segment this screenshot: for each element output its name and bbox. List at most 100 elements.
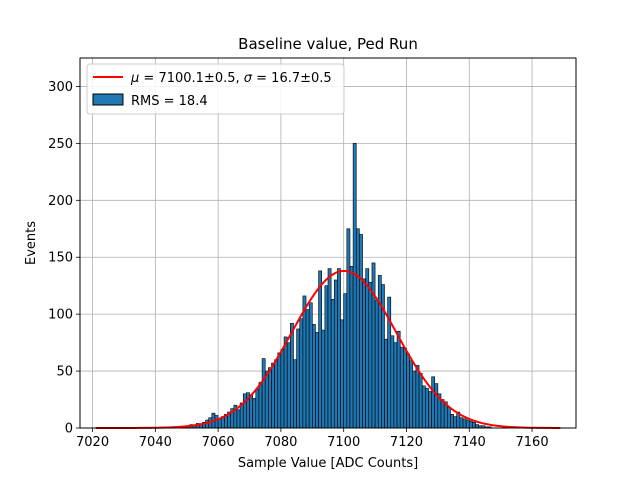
x-tick-label: 7160 (516, 435, 549, 450)
histogram-bar (290, 322, 294, 429)
histogram-bar (425, 387, 429, 429)
legend-hist-swatch (92, 93, 124, 106)
histogram-bar (465, 419, 470, 429)
histogram-bar (359, 234, 363, 429)
histogram-bar (428, 391, 432, 429)
histogram-bar (418, 373, 423, 429)
histogram-bar (330, 299, 335, 429)
histogram-bar (261, 358, 266, 429)
histogram-bar (293, 359, 297, 429)
histogram-bar (236, 409, 241, 429)
histogram-bar (346, 228, 351, 429)
histogram-bar (415, 365, 420, 429)
histogram-bar (384, 338, 388, 429)
histogram-bar (468, 420, 473, 429)
histogram-bar (268, 367, 272, 429)
histogram-bar (343, 293, 348, 429)
histogram-bar (324, 285, 329, 429)
x-tick-label: 7060 (202, 435, 235, 450)
histogram-bar (305, 309, 310, 429)
histogram-bar (299, 318, 304, 429)
x-tick-label: 7120 (390, 435, 423, 450)
y-axis-label: Events (24, 221, 39, 265)
histogram-bar (349, 266, 354, 429)
histogram-bar (393, 342, 398, 429)
histogram-bar (337, 268, 341, 429)
histogram-bar (431, 376, 436, 429)
histogram-bar (362, 278, 366, 429)
histogram-bar (318, 270, 323, 429)
histogram-bar (321, 329, 326, 429)
histogram-bar (399, 346, 404, 429)
y-tick-label: 250 (48, 137, 73, 152)
histogram-bar (255, 388, 260, 429)
histogram-bar (286, 342, 291, 429)
chart-title: Baseline value, Ped Run (238, 35, 418, 53)
histogram-bar (355, 228, 360, 429)
histogram-bar (453, 416, 458, 429)
histogram-bar (365, 268, 370, 429)
histogram-bar (396, 330, 401, 429)
histogram-bar (271, 362, 275, 429)
y-tick-label: 50 (56, 365, 73, 380)
histogram-bar (308, 302, 313, 429)
histogram-bar (277, 352, 282, 429)
histogram-bar (450, 414, 454, 429)
histogram-bar (390, 335, 395, 429)
histogram-bar (252, 398, 257, 429)
histogram-bar (462, 418, 467, 429)
gaussian-fit-line (95, 269, 561, 429)
histogram-bar (368, 281, 373, 429)
x-tick-label: 7080 (264, 435, 297, 450)
histogram-bar (296, 328, 301, 429)
histogram-bar (214, 415, 219, 429)
x-tick-label: 7100 (327, 435, 360, 450)
histogram-bar (312, 324, 316, 429)
histogram-bar (280, 349, 285, 429)
legend: μ = 7100.1±0.5, σ = 16.7±0.5 RMS = 18.4 (86, 63, 345, 115)
plot-frame (79, 57, 577, 429)
histogram-bar (327, 268, 332, 429)
x-tick-label: 7020 (76, 435, 109, 450)
histogram-bar (249, 394, 253, 429)
histogram-bar (440, 399, 445, 429)
y-tick-label: 150 (48, 251, 73, 266)
histogram-bar (406, 353, 410, 429)
x-axis-ticks: 7020 7040 7060 7080 7100 7120 7140 7160 (76, 428, 549, 450)
histogram-bar (409, 360, 414, 429)
histogram-bar (412, 370, 417, 429)
histogram-bar (352, 143, 357, 429)
x-axis-label: Sample Value [ADC Counts] (238, 456, 418, 471)
y-tick-label: 0 (65, 422, 73, 437)
histogram-bar (459, 417, 464, 429)
histogram-bar (283, 336, 288, 429)
histogram-bar (434, 383, 439, 429)
histogram-bar (475, 424, 479, 429)
y-tick-label: 200 (48, 194, 73, 209)
histogram-bar (371, 262, 376, 429)
histogram-bar (258, 382, 263, 429)
histogram-bar (421, 385, 426, 429)
y-axis-ticks: 0 50 100 150 200 250 300 (48, 80, 80, 437)
grid-lines (80, 58, 576, 429)
histogram-bar (446, 407, 451, 429)
y-tick-label: 100 (48, 308, 73, 323)
histogram-bar (340, 319, 344, 429)
x-tick-label: 7140 (453, 435, 486, 450)
x-tick-label: 7040 (139, 435, 172, 450)
histogram-bar (472, 422, 476, 429)
histogram-bar (264, 370, 269, 429)
legend-box (86, 63, 345, 115)
histogram-bar (377, 275, 382, 429)
histogram-bars (180, 143, 492, 429)
histogram-bar (374, 300, 379, 429)
histogram-bar (315, 332, 319, 429)
histogram-bar (302, 295, 307, 429)
histogram-bar (217, 418, 222, 429)
histogram-bar (403, 348, 407, 429)
legend-fit-label: μ = 7100.1±0.5, σ = 16.7±0.5 (130, 71, 332, 86)
legend-hist-label: RMS = 18.4 (131, 94, 208, 109)
histogram-bar (333, 279, 338, 429)
histogram-bar (242, 393, 247, 429)
